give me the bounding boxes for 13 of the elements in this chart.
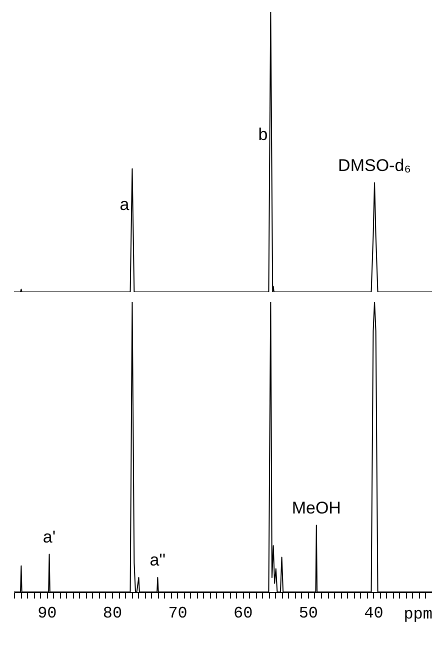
annotation: a' <box>42 527 56 546</box>
x-tick-label: 50 <box>298 604 318 622</box>
x-tick-label: 70 <box>168 604 188 622</box>
annotation: DMSO-d₆ <box>338 156 412 175</box>
annotation: MeOH <box>292 498 341 518</box>
annotation: a <box>120 195 130 214</box>
x-tick-label: 80 <box>102 604 122 622</box>
x-axis-title: ppm <box>404 606 432 624</box>
x-tick-label: 40 <box>364 604 384 622</box>
annotation: b <box>258 125 268 144</box>
x-tick-label: 60 <box>233 604 253 622</box>
x-tick-label: 90 <box>38 604 57 622</box>
annotation: a'' <box>150 550 166 570</box>
